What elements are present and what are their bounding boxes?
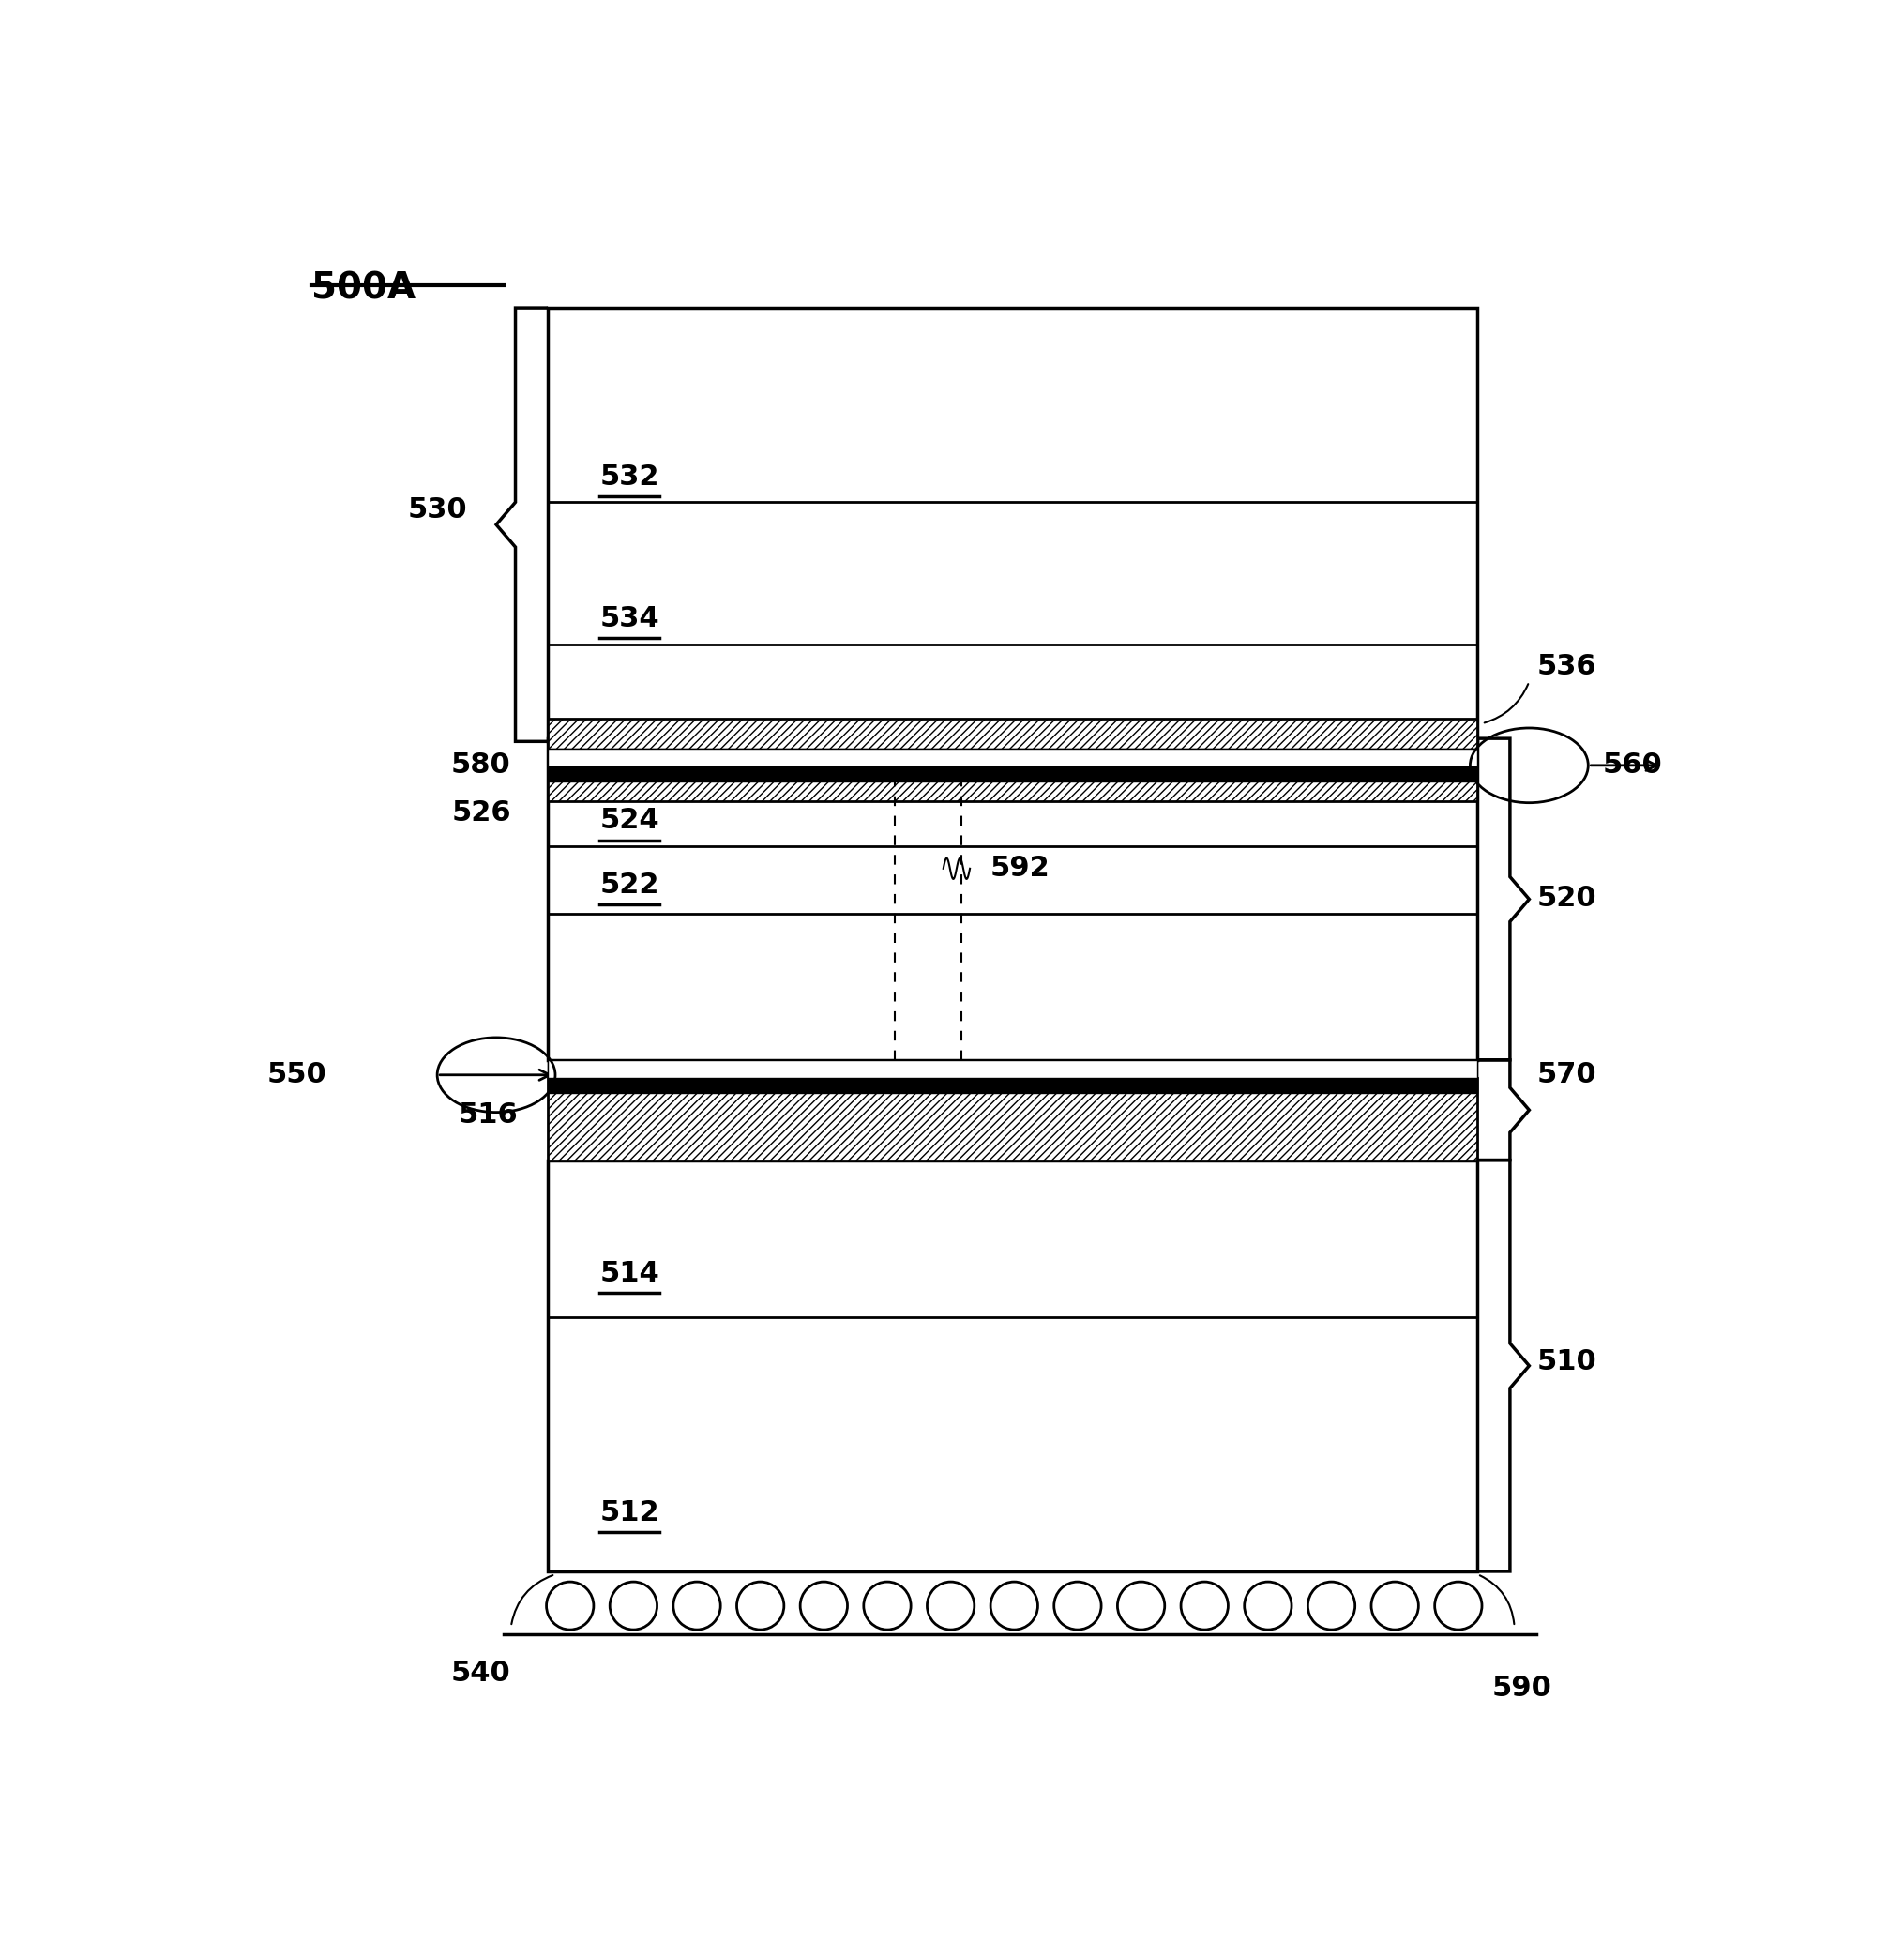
FancyArrowPatch shape bbox=[1485, 684, 1529, 722]
Text: 500A: 500A bbox=[312, 270, 415, 307]
Text: 592: 592 bbox=[990, 854, 1051, 882]
Text: 534: 534 bbox=[600, 606, 659, 633]
Text: 532: 532 bbox=[600, 462, 659, 489]
Bar bbox=[548, 750, 1478, 767]
Text: 580: 580 bbox=[451, 752, 510, 779]
Text: 516: 516 bbox=[459, 1101, 518, 1128]
Text: 510: 510 bbox=[1537, 1348, 1596, 1375]
Text: 522: 522 bbox=[600, 872, 659, 899]
Text: 560: 560 bbox=[1603, 752, 1662, 779]
Bar bbox=[548, 750, 1478, 783]
Text: 520: 520 bbox=[1537, 886, 1596, 913]
FancyArrowPatch shape bbox=[512, 1575, 552, 1624]
Text: 524: 524 bbox=[600, 808, 659, 835]
Text: 536: 536 bbox=[1537, 653, 1596, 680]
Bar bbox=[548, 1159, 1478, 1571]
Bar bbox=[548, 719, 1478, 802]
Text: 540: 540 bbox=[451, 1660, 510, 1688]
Text: 550: 550 bbox=[267, 1062, 327, 1089]
Bar bbox=[548, 309, 1478, 742]
Text: 530: 530 bbox=[407, 495, 466, 522]
Text: 590: 590 bbox=[1493, 1674, 1552, 1701]
Bar bbox=[548, 738, 1478, 1060]
Text: 526: 526 bbox=[451, 800, 510, 827]
Text: 514: 514 bbox=[600, 1260, 659, 1288]
Text: 512: 512 bbox=[600, 1499, 659, 1526]
FancyArrowPatch shape bbox=[1479, 1575, 1514, 1624]
Bar bbox=[548, 1078, 1478, 1159]
Text: 570: 570 bbox=[1537, 1062, 1596, 1089]
Bar bbox=[548, 1060, 1478, 1078]
Bar bbox=[548, 1060, 1478, 1093]
